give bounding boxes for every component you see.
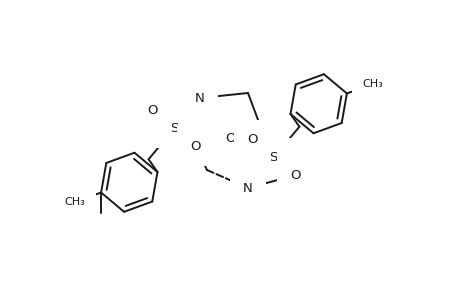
Text: N: N	[243, 182, 252, 194]
Text: CH₃: CH₃	[362, 79, 383, 89]
Text: S: S	[269, 151, 277, 164]
Text: O: O	[246, 133, 257, 146]
Text: CH₃: CH₃	[64, 197, 85, 207]
Text: O: O	[190, 140, 201, 153]
Text: S: S	[170, 122, 178, 135]
Text: N: N	[195, 92, 204, 104]
Text: O: O	[289, 169, 300, 182]
Text: O: O	[147, 104, 158, 117]
Text: O: O	[225, 131, 236, 145]
